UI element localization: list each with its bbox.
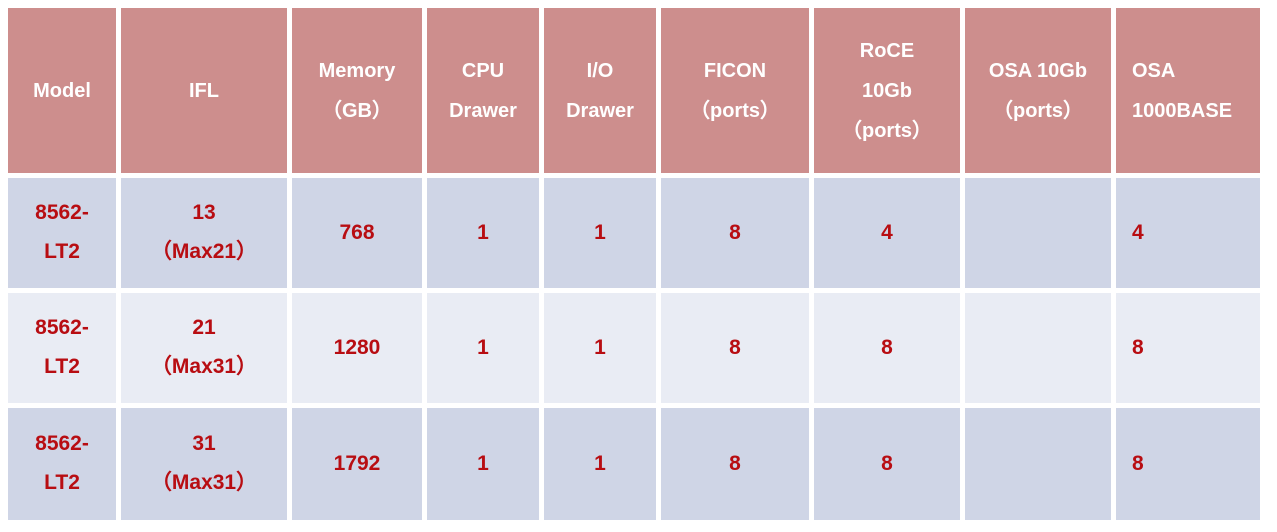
column-header-osa-10gb-ports: OSA 10Gb （ports） [965,8,1111,173]
cell-osa-10gb-ports [965,178,1111,288]
column-header-model: Model [8,8,116,173]
cell-line: 4 [881,220,893,244]
cell-io-drawer: 1 [544,408,656,520]
cell-line: 768 [339,220,375,244]
cell-roce-10gb-ports: 8 [814,293,960,403]
cell-line: 1 [477,451,489,475]
header-line: Drawer [566,99,634,122]
column-header-io-drawer: I/O Drawer [544,8,656,173]
header-line: CPU [461,59,505,82]
cell-roce-10gb-ports: 4 [814,178,960,288]
cell-line: 8562- [35,201,89,225]
cell-line: 31 [192,432,216,456]
cell-osa-10gb-ports [965,408,1111,520]
table-body: 8562- LT2 13 （Max21） 768 1 1 8 4 4 8562- LT2 21 （Max3… [8,178,1260,520]
column-header-ifl: IFL [121,8,287,173]
table-row: 8562- LT2 21 （Max31） 1280 1 1 8 8 8 [8,293,1260,403]
cell-ficon-ports: 8 [661,408,809,520]
header-line: （ports） [842,119,932,142]
cell-osa-1000base: 8 [1116,293,1260,403]
header-line: 1000BASE [1132,99,1233,122]
cell-line: 4 [1132,220,1144,244]
cell-line: 1 [477,220,489,244]
cell-ifl: 31 （Max31） [121,408,287,520]
header-line: （ports） [690,99,780,122]
column-header-memory-gb: Memory （GB） [292,8,422,173]
cell-model: 8562- LT2 [8,408,116,520]
cell-roce-10gb-ports: 8 [814,408,960,520]
column-header-roce-10gb-ports: RoCE 10Gb （ports） [814,8,960,173]
column-header-ficon-ports: FICON （ports） [661,8,809,173]
cell-memory-gb: 768 [292,178,422,288]
cell-memory-gb: 1280 [292,293,422,403]
header-line: OSA [1132,59,1176,82]
cell-line: 1 [594,220,606,244]
cell-io-drawer: 1 [544,178,656,288]
cell-line: 1 [477,335,489,359]
cell-ifl: 21 （Max31） [121,293,287,403]
header-line: Memory [318,59,396,82]
header-line: FICON [703,59,767,82]
table-row: 8562- LT2 13 （Max21） 768 1 1 8 4 4 [8,178,1260,288]
cell-line: （Max31） [150,355,258,378]
cell-line: 8 [1132,451,1144,475]
header-row: Model IFL Memory （GB） CPU Drawer I/O Drawer FICO… [8,8,1260,173]
cell-line: 13 [192,201,216,225]
header-line: 10Gb [861,79,913,102]
cell-line: 8 [1132,335,1144,359]
cell-cpu-drawer: 1 [427,178,539,288]
header-line: （ports） [993,99,1083,122]
header-line: （GB） [322,99,392,122]
cell-cpu-drawer: 1 [427,408,539,520]
cell-memory-gb: 1792 [292,408,422,520]
header-line: RoCE [859,39,915,62]
cell-model: 8562- LT2 [8,178,116,288]
cell-line: LT2 [44,355,80,378]
cell-ficon-ports: 8 [661,293,809,403]
cell-ficon-ports: 8 [661,178,809,288]
cell-io-drawer: 1 [544,293,656,403]
header-line: I/O [586,59,614,82]
cell-line: （Max31） [150,471,258,494]
cell-line: 1280 [333,335,381,359]
header-line: IFL [189,79,219,102]
table-header: Model IFL Memory （GB） CPU Drawer I/O Drawer FICO… [8,8,1260,173]
cell-line: 8 [729,220,741,244]
cell-line: 1792 [333,451,381,475]
cell-line: 8 [729,335,741,359]
cell-line: 8 [881,451,893,475]
cell-line: 1 [594,451,606,475]
table-row: 8562- LT2 31 （Max31） 1792 1 1 8 8 8 [8,408,1260,520]
cell-line: LT2 [44,240,80,263]
cell-line: 21 [192,316,216,340]
cell-ifl: 13 （Max21） [121,178,287,288]
cell-cpu-drawer: 1 [427,293,539,403]
cell-line: （Max21） [150,240,258,263]
hardware-spec-table: Model IFL Memory （GB） CPU Drawer I/O Drawer FICO… [3,3,1265,525]
column-header-cpu-drawer: CPU Drawer [427,8,539,173]
cell-line: LT2 [44,471,80,494]
header-line: OSA 10Gb [988,59,1088,82]
cell-model: 8562- LT2 [8,293,116,403]
cell-osa-1000base: 8 [1116,408,1260,520]
header-line: Drawer [449,99,517,122]
cell-line: 1 [594,335,606,359]
header-line: Model [33,79,91,102]
column-header-osa-1000base: OSA 1000BASE [1116,8,1260,173]
cell-osa-10gb-ports [965,293,1111,403]
cell-osa-1000base: 4 [1116,178,1260,288]
cell-line: 8562- [35,432,89,456]
cell-line: 8562- [35,316,89,340]
cell-line: 8 [881,335,893,359]
cell-line: 8 [729,451,741,475]
